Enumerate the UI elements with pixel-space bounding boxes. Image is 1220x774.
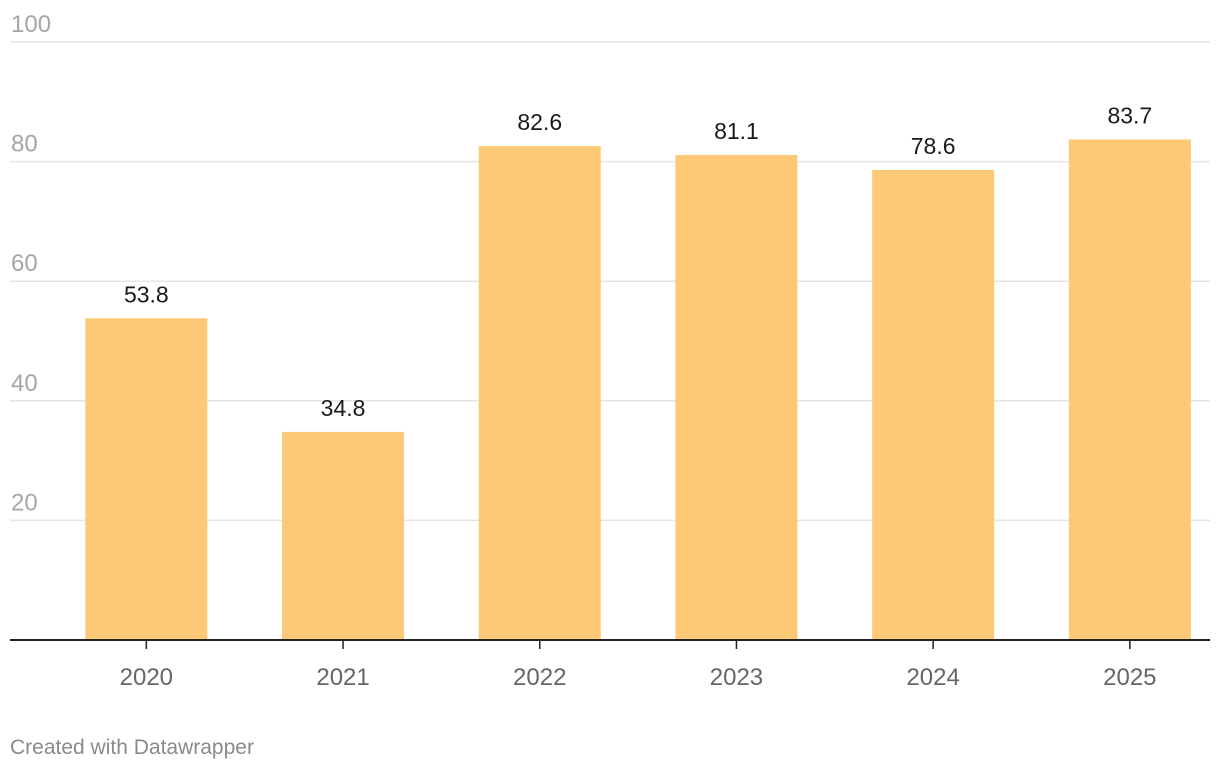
x-axis: 2020 2021 2022 2023 2024 2025	[10, 639, 1210, 691]
y-tick-label: 100	[11, 11, 51, 38]
bar-2022	[478, 146, 601, 640]
bar-value-label: 78.6	[911, 133, 956, 159]
bar-value-label: 83.7	[1107, 102, 1152, 128]
y-axis-labels: 20 40 60 80 100	[11, 11, 51, 516]
x-tick-label: 2023	[710, 664, 763, 691]
x-tick-label: 2020	[120, 664, 173, 691]
bar-value-labels: 53.8 34.8 82.6 81.1 78.6 83.7	[124, 102, 1152, 420]
bar-chart: 20 40 60 80 100 53.8 34.8 82.6 81.1 78.6 83.7 202…	[10, 11, 1210, 691]
bars	[85, 139, 1191, 641]
bar-2023	[675, 155, 798, 640]
x-tick-label: 2021	[316, 664, 369, 691]
bar-2020	[85, 318, 208, 640]
bar-value-label: 34.8	[321, 395, 366, 421]
y-tick-label: 40	[11, 370, 38, 397]
bar-value-label: 81.1	[714, 118, 759, 144]
y-tick-label: 20	[11, 489, 38, 516]
footer-credit: Created with Datawrapper	[10, 736, 254, 759]
bar-value-label: 53.8	[124, 281, 169, 307]
x-tick-label: 2025	[1103, 664, 1156, 691]
bar-2021	[282, 431, 405, 640]
x-tick-label: 2024	[906, 664, 959, 691]
x-tick-label: 2022	[513, 664, 566, 691]
y-tick-label: 80	[11, 131, 38, 158]
bar-value-label: 82.6	[517, 109, 562, 135]
bar-2025	[1068, 139, 1191, 640]
bar-2024	[872, 169, 995, 641]
gridlines	[10, 41, 1210, 522]
y-tick-label: 60	[11, 250, 38, 277]
